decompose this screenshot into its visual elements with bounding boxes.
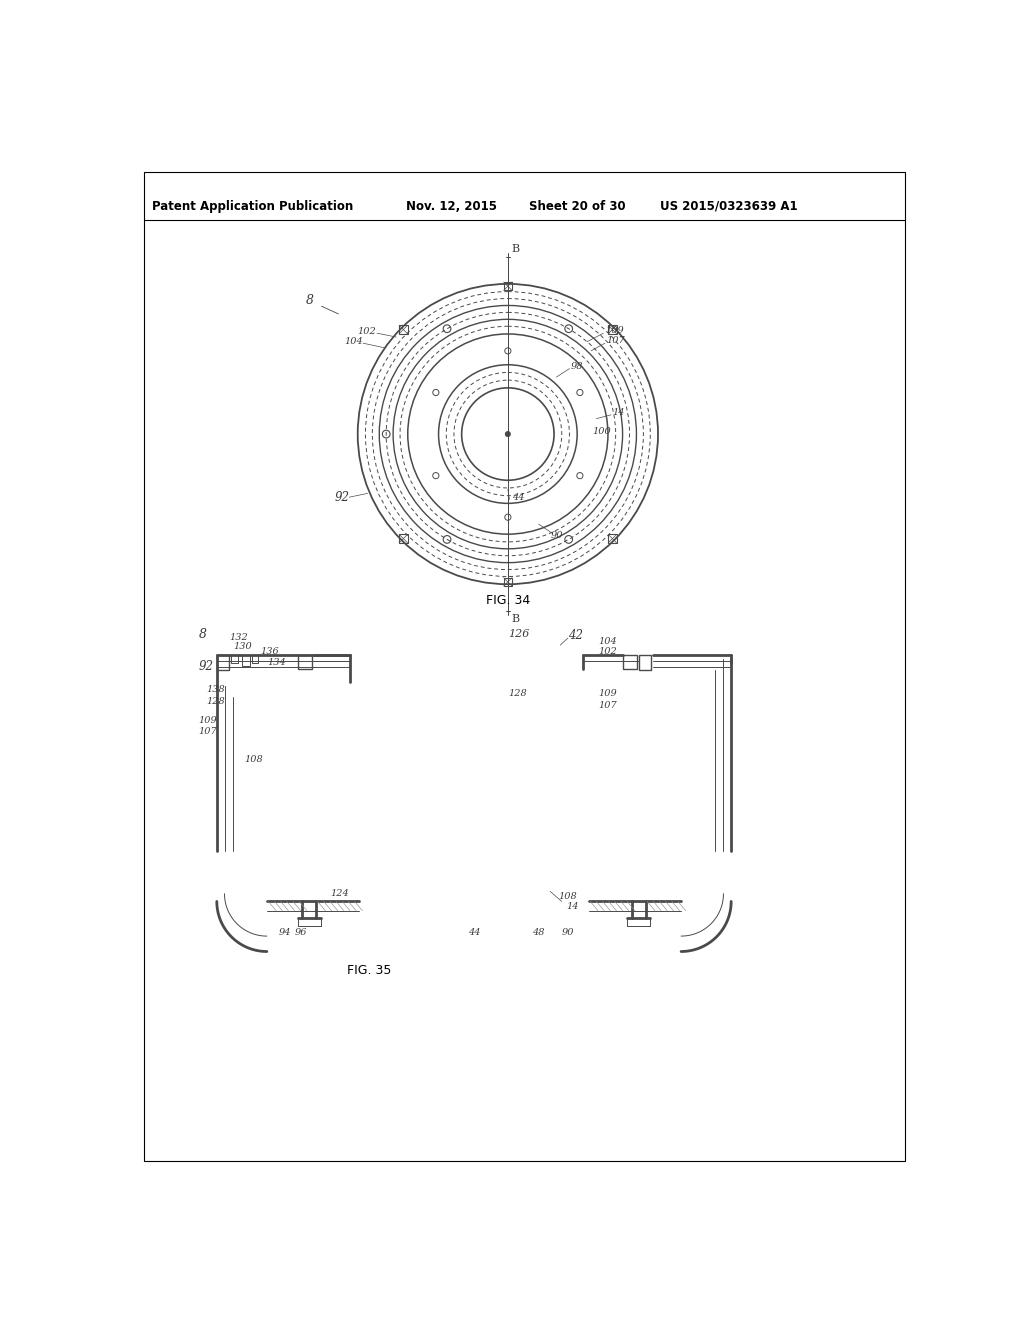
Text: 109: 109 <box>599 689 617 698</box>
Text: 98: 98 <box>571 362 584 371</box>
Text: 42: 42 <box>568 630 583 643</box>
Text: US 2015/0323639 A1: US 2015/0323639 A1 <box>660 199 798 213</box>
Text: 104: 104 <box>344 337 362 346</box>
Bar <box>217 655 229 671</box>
Bar <box>399 535 408 543</box>
Text: 96: 96 <box>295 928 307 937</box>
Bar <box>504 282 512 290</box>
Text: 134: 134 <box>267 659 287 667</box>
Text: Sheet 20 of 30: Sheet 20 of 30 <box>529 199 626 213</box>
Text: 108: 108 <box>245 755 263 763</box>
Text: 92: 92 <box>199 660 213 673</box>
Text: 109: 109 <box>605 326 624 335</box>
Text: 136: 136 <box>260 647 279 656</box>
Text: 128: 128 <box>508 689 526 698</box>
Text: B: B <box>512 244 520 255</box>
Text: 92: 92 <box>335 491 349 504</box>
Text: 107: 107 <box>599 701 617 710</box>
Bar <box>608 325 616 334</box>
Text: 107: 107 <box>199 727 217 735</box>
Text: 102: 102 <box>599 648 617 656</box>
Text: 44: 44 <box>512 492 524 502</box>
Text: 14: 14 <box>612 408 625 417</box>
Text: 124: 124 <box>331 890 349 898</box>
Text: 104: 104 <box>599 638 617 647</box>
Text: 44: 44 <box>468 928 480 937</box>
Text: FIG. 35: FIG. 35 <box>347 964 391 977</box>
Text: 48: 48 <box>531 928 544 937</box>
Text: B: B <box>512 614 520 624</box>
Text: 138: 138 <box>206 685 225 694</box>
Bar <box>252 655 258 663</box>
Text: 132: 132 <box>229 632 248 642</box>
Text: 108: 108 <box>558 891 577 900</box>
Bar <box>504 578 512 586</box>
Text: 8: 8 <box>199 628 206 640</box>
Text: 107: 107 <box>606 337 626 346</box>
Bar <box>399 325 408 334</box>
Text: 14: 14 <box>566 903 579 911</box>
Bar <box>243 655 250 665</box>
Text: 126: 126 <box>508 630 529 639</box>
Text: 8: 8 <box>306 294 314 308</box>
Text: 109: 109 <box>199 715 217 725</box>
Bar <box>608 535 616 543</box>
Text: Nov. 12, 2015: Nov. 12, 2015 <box>407 199 498 213</box>
Bar <box>231 655 238 663</box>
Text: FIG. 34: FIG. 34 <box>485 594 530 607</box>
Text: 130: 130 <box>233 642 252 651</box>
Text: 94: 94 <box>279 928 291 937</box>
Bar <box>639 655 651 671</box>
Text: 102: 102 <box>357 327 377 337</box>
Bar <box>298 655 312 669</box>
Text: 90: 90 <box>550 531 563 540</box>
Bar <box>624 655 637 669</box>
Text: 100: 100 <box>593 428 611 436</box>
Text: Patent Application Publication: Patent Application Publication <box>153 199 353 213</box>
Circle shape <box>506 432 510 437</box>
Text: 128: 128 <box>206 697 225 706</box>
Text: 90: 90 <box>562 928 574 937</box>
